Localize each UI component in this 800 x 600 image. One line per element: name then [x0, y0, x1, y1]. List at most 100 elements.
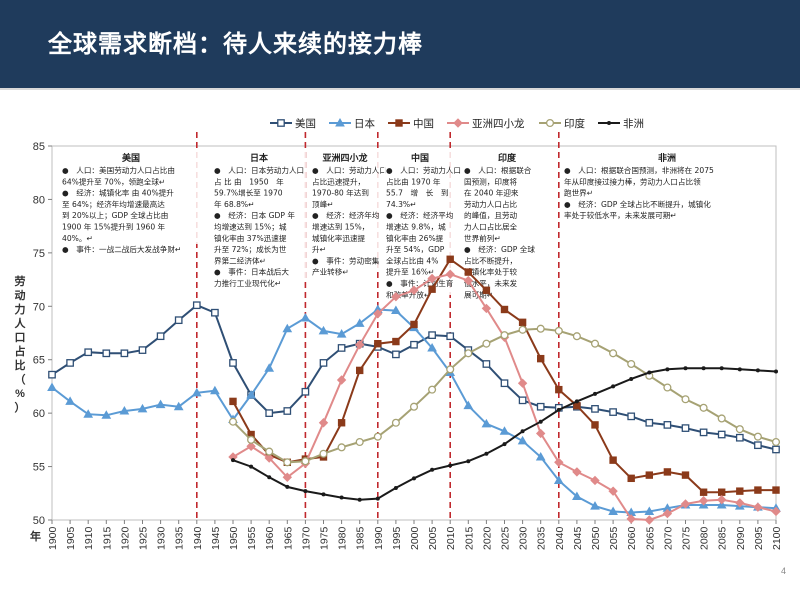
annotation-line: 全球占比由 4%: [386, 255, 438, 265]
data-point: [647, 370, 652, 375]
data-point: [174, 316, 183, 325]
data-point: [681, 395, 690, 404]
data-point: [699, 428, 708, 437]
x-tick-label: 1905: [65, 526, 77, 550]
data-point: [502, 442, 507, 447]
data-point: [556, 407, 561, 412]
data-point: [683, 366, 688, 371]
annotation-line: 的峰值，且劳动: [464, 210, 518, 220]
data-point: [662, 508, 673, 519]
annotation-line: ● 经济：经济年均: [312, 210, 380, 220]
data-point: [537, 354, 545, 363]
data-point: [264, 453, 274, 463]
data-point: [645, 471, 653, 479]
data-point: [412, 476, 416, 481]
data-point: [410, 320, 418, 329]
data-point: [282, 472, 293, 482]
data-point: [375, 496, 380, 501]
data-point: [482, 339, 491, 348]
series-4: [228, 324, 781, 467]
annotation-line: ● 经济：经济平均: [386, 210, 454, 220]
data-point: [285, 484, 290, 489]
legend-label: 美国: [295, 117, 316, 130]
data-point: [538, 419, 543, 424]
data-point: [572, 491, 582, 500]
data-point: [754, 441, 762, 450]
annotation-heading: 亚洲四小龙: [322, 152, 367, 164]
annotation-line: 城镇化率处于较: [464, 267, 518, 277]
series-3: [228, 269, 781, 525]
y-tick-label: 70: [33, 301, 45, 313]
data-point: [626, 514, 636, 524]
y-axis-title: 劳动力人口占比（%）: [15, 274, 27, 414]
data-point: [356, 366, 364, 375]
data-point: [466, 459, 471, 464]
data-point: [482, 360, 491, 368]
x-tick-label: 2095: [753, 526, 765, 550]
data-point: [771, 437, 781, 447]
annotation-line: 力推行工业现代化↵: [214, 278, 281, 288]
annotation-line: ● 人口：美国劳动力人口占比由: [62, 165, 175, 175]
data-point: [231, 458, 235, 463]
annotation-line: 年从印度接过接力棒，劳动力人口占比领: [564, 176, 701, 186]
data-point: [663, 421, 672, 429]
x-tick-label: 1910: [83, 526, 95, 550]
annotation-line: 占比不断提升，: [464, 255, 517, 265]
data-point: [517, 378, 528, 388]
data-point: [392, 337, 400, 346]
data-point: [754, 486, 762, 494]
y-tick-label: 85: [33, 141, 45, 153]
data-point: [609, 408, 617, 416]
data-point: [680, 499, 691, 509]
data-point: [337, 344, 346, 352]
data-point: [771, 506, 781, 517]
annotation-line: 55.7 增 长 到: [386, 188, 448, 198]
data-point: [717, 414, 726, 423]
data-point: [265, 447, 274, 456]
x-tick-label: 2085: [717, 526, 729, 550]
x-tick-label: 2010: [445, 526, 457, 550]
data-point: [572, 467, 582, 477]
data-point: [155, 399, 166, 409]
legend-item: 印度: [539, 117, 585, 130]
annotation-5: 非洲● 人口：根据联合国预测，非洲将在 2075年从印度接过接力棒，劳动力人口占…: [562, 152, 772, 220]
data-point: [608, 486, 618, 496]
x-tick-label: 2015: [463, 526, 475, 550]
data-point: [318, 418, 329, 428]
annotation-line: 至 64%；经济年均增速最高达: [62, 199, 165, 209]
data-point: [627, 412, 636, 421]
annotation-line: 增速达 9.8%，城: [386, 222, 446, 232]
data-point: [410, 340, 418, 349]
data-point: [701, 366, 706, 371]
annotation-line: ● 经济：GDP 全球占比不断提升，城镇化: [564, 199, 711, 209]
annotation-line: 64%提升至 70%，领跑全球↵: [62, 176, 165, 186]
x-tick-label: 2000: [409, 526, 421, 550]
data-point: [482, 286, 491, 294]
data-point: [392, 350, 400, 359]
data-point: [427, 273, 437, 284]
x-tick-label: 2045: [572, 526, 584, 550]
data-point: [518, 325, 527, 334]
data-point: [555, 385, 563, 394]
legend-item: 日本: [329, 117, 375, 130]
x-tick-label: 1980: [337, 526, 349, 550]
annotation-bg: [212, 152, 306, 282]
data-point: [65, 396, 75, 405]
data-point: [774, 369, 778, 374]
x-tick-label: 2100: [771, 526, 783, 550]
data-point: [101, 410, 112, 419]
annotation-line: 年 68.8%↵: [214, 199, 255, 209]
annotation-line: 升至 72%；成长为世: [214, 244, 287, 254]
annotation-line: 跑世界↵: [564, 188, 593, 198]
data-point: [374, 339, 382, 348]
annotation-bg: [60, 152, 202, 244]
data-point: [574, 399, 579, 404]
x-tick-label: 2060: [626, 526, 638, 550]
data-point: [718, 488, 726, 496]
legend-label: 亚洲四小龙: [472, 117, 525, 130]
data-point: [137, 403, 148, 413]
annotation-bg: [310, 152, 380, 272]
data-point: [517, 435, 528, 445]
data-point: [428, 385, 437, 394]
